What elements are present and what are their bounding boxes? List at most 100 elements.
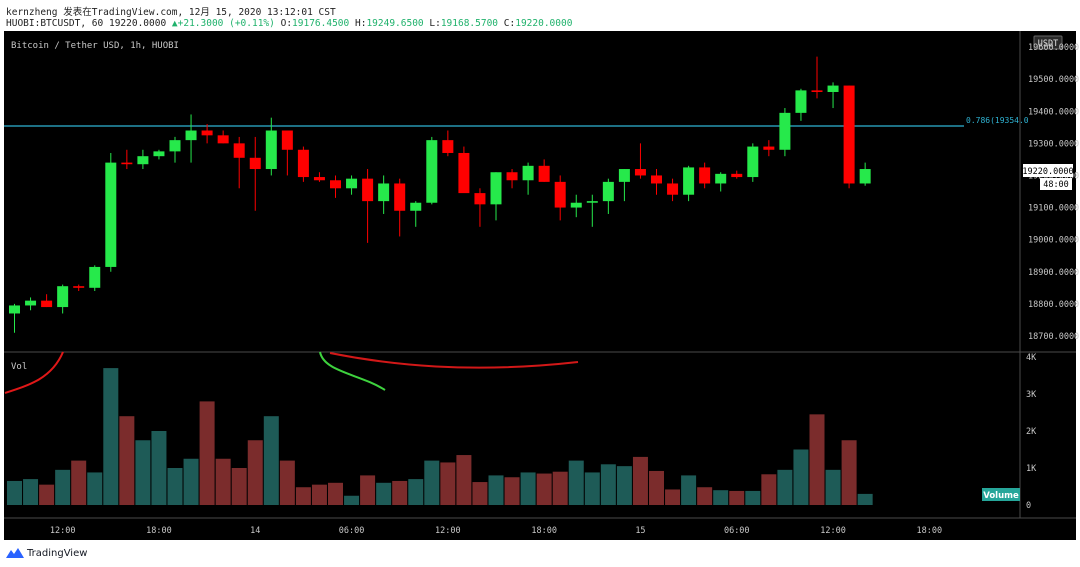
last-price-badge [1023, 164, 1073, 177]
volume-tick-label: 3K [1026, 390, 1037, 400]
candle-down [394, 183, 406, 211]
volume-bar [488, 475, 504, 505]
candles [9, 56, 871, 333]
candle-up [715, 173, 727, 184]
volume-bar [793, 449, 809, 505]
candle-up [346, 178, 358, 189]
close-value: 19220.0000 [515, 18, 573, 29]
chart-title: Bitcoin / Tether USD, 1h, HUOBI [11, 41, 179, 51]
high-label: H: [354, 18, 367, 29]
countdown-label: 48:00 [1043, 180, 1069, 190]
volume-bar [71, 460, 87, 505]
candle-down [458, 152, 470, 194]
volume-bar [536, 473, 552, 505]
candle-up [795, 90, 807, 113]
currency-badge-label: USDT [1038, 39, 1058, 49]
high-value: 19249.6500 [366, 18, 424, 29]
price-tick-label: 19500.0000 [1028, 75, 1079, 85]
volume-bar [103, 368, 119, 505]
price-tick-label: 18800.0000 [1028, 300, 1079, 310]
candle-down [313, 177, 325, 181]
candle-up [410, 202, 422, 211]
candle-up [586, 201, 598, 203]
low-value: 19168.5700 [440, 18, 499, 29]
volume-bar [392, 480, 408, 505]
candle-up [683, 167, 695, 195]
candle-down [538, 165, 550, 182]
price-tick-label: 19600.0000 [1028, 43, 1079, 53]
time-tick-label: 14 [250, 526, 260, 536]
candle-down [41, 300, 53, 308]
last-price-value: 19220.0000 [108, 18, 167, 29]
volume-bar [424, 460, 440, 505]
candle-up [570, 202, 582, 208]
volume-bar [328, 482, 343, 505]
candle-down [362, 178, 374, 202]
time-tick-label: 18:00 [917, 526, 943, 536]
tradingview-footer[interactable]: TradingView [6, 547, 87, 559]
time-tick-label: 12:00 [820, 526, 846, 536]
volume-bar [568, 460, 584, 505]
candle-up [185, 130, 197, 141]
candle-up [779, 112, 791, 150]
price-tick-label: 19100.0000 [1028, 204, 1079, 214]
time-tick-label: 15 [635, 526, 645, 536]
candle-down [73, 286, 85, 288]
candle-up [859, 169, 871, 184]
volume-bar [440, 462, 456, 505]
volume-bar [472, 482, 488, 505]
candle-down [667, 183, 679, 195]
volume-tick-label: 1K [1026, 464, 1037, 474]
time-tick-label: 06:00 [724, 526, 750, 536]
volume-bar [39, 484, 55, 505]
currency-badge[interactable] [1033, 35, 1063, 50]
tradingview-logo-icon [6, 548, 24, 558]
volume-bar [295, 487, 311, 505]
volume-bar [616, 466, 632, 505]
candle-down [233, 143, 245, 158]
candle-up [137, 156, 149, 165]
candle-down [442, 140, 454, 153]
volume-bar [7, 480, 22, 505]
candle-down [297, 149, 309, 178]
time-tick-label: 12:00 [435, 526, 461, 536]
candle-down [651, 175, 662, 184]
volume-bar [681, 475, 697, 505]
volume-bar [761, 474, 777, 505]
volume-bar [360, 475, 376, 505]
candle-down [330, 180, 341, 189]
time-tick-label: 18:00 [531, 526, 557, 536]
candle-down [843, 85, 855, 184]
volume-bar [745, 490, 761, 505]
volume-bar [697, 487, 713, 505]
volume-bar [311, 484, 327, 505]
time-axis-ticks: 12:00 18:00 14 06:00 12:00 18:00 15 06:00 12:00 1… [50, 526, 942, 536]
candle-down [763, 146, 775, 150]
candle-up [522, 165, 534, 181]
volume-bar [199, 401, 215, 505]
time-tick-label: 12:00 [50, 526, 76, 536]
candle-up [57, 286, 69, 308]
candle-up [827, 85, 839, 92]
volume-bar [376, 482, 392, 505]
price-tick-label: 18900.0000 [1028, 268, 1079, 278]
chart-background [4, 31, 1076, 540]
volume-bar [151, 431, 167, 505]
candle-up [169, 140, 181, 152]
price-tick-label: 19400.0000 [1028, 107, 1079, 117]
candle-down [634, 169, 646, 176]
candle-down [731, 173, 743, 178]
candle-down [121, 162, 133, 165]
candle-up [602, 181, 614, 202]
countdown-badge [1040, 178, 1072, 190]
volume-bar [504, 477, 520, 505]
change-value: ▲+21.3000 (+0.11%) [171, 18, 275, 29]
volume-bar [231, 468, 247, 505]
volume-bar [215, 458, 231, 505]
volume-bar [344, 495, 360, 505]
volume-bar [552, 471, 568, 505]
candle-up [618, 169, 630, 182]
candle-down [249, 157, 261, 170]
time-tick-label: 06:00 [339, 526, 365, 536]
